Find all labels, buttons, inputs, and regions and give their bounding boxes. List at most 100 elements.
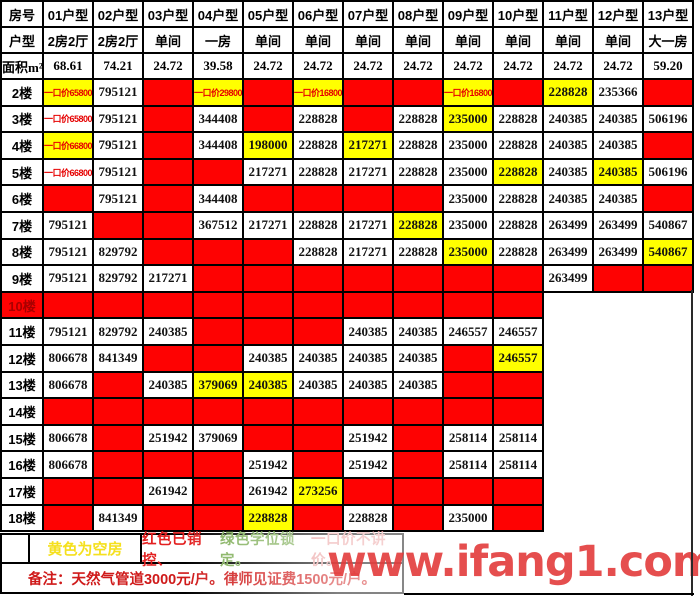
cell-price: 261942 [242, 476, 294, 506]
watermark-text: www.ifang1.com [327, 537, 700, 587]
cell-blank [593, 398, 643, 425]
cell-price: 240385 [292, 343, 344, 373]
cell-blank [643, 291, 693, 319]
cell-price: 240385 [542, 184, 594, 213]
cell-price: 240385 [542, 131, 594, 160]
cell-price: 258114 [492, 450, 544, 479]
cell-blank [593, 504, 643, 532]
cell-sold [492, 503, 544, 533]
cell-sold [392, 78, 444, 107]
row-header-label: 面积m² [0, 52, 44, 80]
table-right-border [691, 290, 693, 596]
floor-label: 13楼 [0, 370, 44, 400]
cell-blank [643, 451, 693, 478]
cell-sold [242, 290, 294, 320]
floor-label: 3楼 [0, 104, 44, 134]
cell-sold [442, 290, 494, 320]
cell-sold [392, 503, 444, 533]
column-header: 24.72 [442, 52, 494, 80]
column-header: 13户型 [642, 0, 694, 28]
cell-sold [192, 157, 244, 187]
cell-fixed-price: 一口价658000 [42, 78, 94, 107]
cell-sold [342, 397, 394, 426]
cell-blank [643, 424, 693, 452]
column-header: 09户型 [442, 0, 494, 28]
cell-sold [292, 397, 344, 426]
cell-price: 795121 [92, 131, 144, 160]
cell-price: 344408 [192, 131, 244, 160]
cell-price: 263499 [542, 264, 594, 293]
cell-sold [142, 397, 194, 426]
cell-sold [342, 264, 394, 293]
cell-sold [342, 290, 394, 320]
cell-price: 806678 [42, 450, 94, 479]
cell-blank [643, 504, 693, 532]
floor-label: 11楼 [0, 317, 44, 346]
floor-label: 17楼 [0, 476, 44, 506]
cell-price: 258114 [442, 450, 494, 479]
cell-price: 228828 [292, 237, 344, 267]
cell-price: 240385 [292, 370, 344, 400]
cell-blank [643, 318, 693, 345]
cell-price: 263499 [542, 210, 594, 240]
cell-sold [392, 264, 444, 293]
column-header: 24.72 [242, 52, 294, 80]
cell-price: 240385 [342, 370, 394, 400]
cell-sold [192, 290, 244, 320]
cell-sold [492, 78, 544, 107]
cell-vacant-price: 228828 [392, 210, 444, 240]
cell-price: 263499 [592, 237, 644, 267]
cell-vacant-price: 198000 [242, 131, 294, 160]
floor-label: 12楼 [0, 343, 44, 373]
cell-sold [392, 184, 444, 213]
column-header: 24.72 [492, 52, 544, 80]
cell-vacant-price: 379069 [192, 370, 244, 400]
cell-blank [643, 398, 693, 425]
column-header: 11户型 [542, 0, 594, 28]
cell-price: 795121 [42, 237, 94, 267]
cell-sold [492, 476, 544, 506]
cell-sold [442, 370, 494, 400]
cell-price: 251942 [342, 423, 394, 453]
cell-sold [492, 264, 544, 293]
cell-price: 367512 [192, 210, 244, 240]
cell-price: 228828 [392, 157, 444, 187]
cell-price: 228828 [492, 104, 544, 134]
column-header: 02户型 [92, 0, 144, 28]
floor-label: 5楼 [0, 157, 44, 187]
cell-sold [292, 290, 344, 320]
cell-sold [192, 264, 244, 293]
cell-price: 235000 [442, 131, 494, 160]
cell-price: 795121 [42, 210, 94, 240]
cell-sold [642, 184, 694, 213]
column-header: 单间 [242, 26, 294, 54]
column-header: 一房 [192, 26, 244, 54]
column-header: 单间 [142, 26, 194, 54]
cell-sold [492, 290, 544, 320]
cell-price: 228828 [342, 503, 394, 533]
cell-sold [242, 237, 294, 267]
cell-sold [42, 290, 94, 320]
cell-price: 795121 [92, 104, 144, 134]
cell-sold [492, 370, 544, 400]
cell-fixed-price: 一口价668000 [42, 131, 94, 160]
column-header: 07户型 [342, 0, 394, 28]
cell-price: 217271 [242, 210, 294, 240]
cell-vacant-price: 228828 [492, 157, 544, 187]
cell-fixed-price: 一口价298000 [192, 78, 244, 107]
cell-blank [543, 291, 593, 319]
cell-fixed-price: 一口价668000 [42, 157, 94, 187]
cell-price: 228828 [392, 104, 444, 134]
cell-sold [292, 423, 344, 453]
cell-price: 228828 [492, 210, 544, 240]
cell-sold [192, 317, 244, 346]
row-header-label: 户型 [0, 26, 44, 54]
cell-sold [142, 210, 194, 240]
cell-vacant-price: 228828 [242, 503, 294, 533]
floor-label: 10楼 [0, 290, 44, 320]
cell-sold [392, 290, 444, 320]
cell-blank [593, 477, 643, 505]
cell-price: 240385 [242, 343, 294, 373]
cell-sold [142, 290, 194, 320]
cell-sold [42, 476, 94, 506]
